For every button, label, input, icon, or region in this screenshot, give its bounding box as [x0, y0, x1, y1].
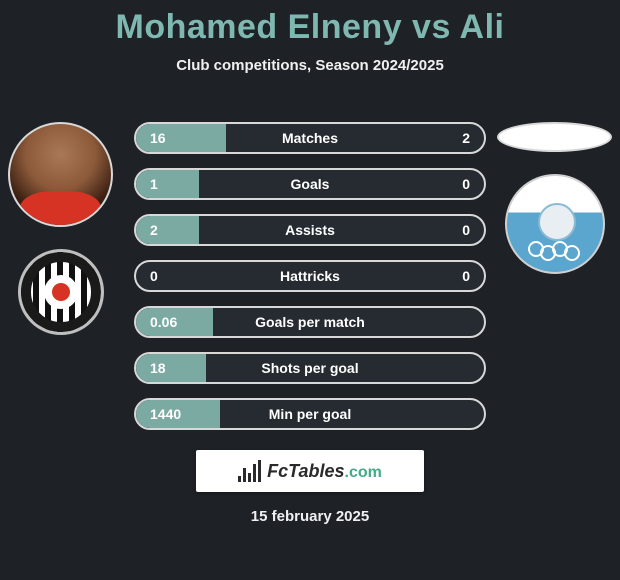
club-left-centerdot	[52, 283, 70, 301]
brand-text: FcTables.com	[267, 461, 382, 482]
stat-row: 1Goals0	[134, 168, 486, 200]
stat-value-right: 0	[424, 268, 484, 284]
stat-value-left: 18	[136, 360, 196, 376]
stat-value-left: 2	[136, 222, 196, 238]
stat-row: 16Matches2	[134, 122, 486, 154]
brand-domain: .com	[345, 464, 382, 481]
stats-table: 16Matches21Goals02Assists00Hattricks00.0…	[134, 122, 486, 430]
comparison-title: Mohamed Elneny vs Ali	[0, 0, 620, 47]
stat-row: 0.06Goals per match	[134, 306, 486, 338]
stat-row: 2Assists0	[134, 214, 486, 246]
player-left-avatar	[8, 122, 113, 227]
comparison-subtitle: Club competitions, Season 2024/2025	[0, 57, 620, 74]
stat-label: Shots per goal	[196, 360, 424, 376]
stat-value-right: 0	[424, 176, 484, 192]
brand-logo: FcTables.com	[196, 450, 424, 492]
stat-label: Goals per match	[196, 314, 424, 330]
stat-value-left: 0	[136, 268, 196, 284]
stat-label: Goals	[196, 176, 424, 192]
stat-label: Min per goal	[196, 406, 424, 422]
brand-bars-icon	[238, 460, 261, 482]
player-right-avatar	[497, 122, 612, 152]
right-player-column	[497, 122, 612, 274]
club-left-badge	[18, 249, 104, 335]
stat-value-right: 0	[424, 222, 484, 238]
stat-row: 18Shots per goal	[134, 352, 486, 384]
stat-label: Assists	[196, 222, 424, 238]
stat-value-right: 2	[424, 130, 484, 146]
comparison-date: 15 february 2025	[0, 508, 620, 525]
stat-value-left: 16	[136, 130, 196, 146]
stat-row: 1440Min per goal	[134, 398, 486, 430]
club-right-badge	[505, 174, 605, 274]
stat-value-left: 1	[136, 176, 196, 192]
stat-value-left: 0.06	[136, 314, 196, 330]
stat-value-left: 1440	[136, 406, 196, 422]
player-left-jersey	[20, 191, 101, 227]
club-right-rings-icon	[528, 241, 582, 259]
left-player-column	[8, 122, 113, 335]
stat-label: Hattricks	[196, 268, 424, 284]
stat-row: 0Hattricks0	[134, 260, 486, 292]
brand-name: FcTables	[267, 461, 344, 481]
stat-label: Matches	[196, 130, 424, 146]
